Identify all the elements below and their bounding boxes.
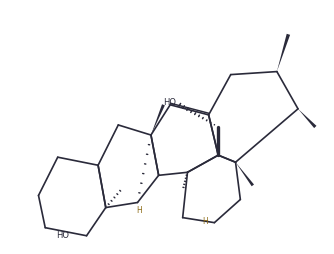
Polygon shape: [277, 35, 290, 72]
Text: HO: HO: [56, 230, 69, 239]
Text: HO: HO: [163, 98, 176, 107]
Text: H: H: [136, 205, 142, 214]
Polygon shape: [298, 109, 317, 129]
Polygon shape: [151, 105, 165, 135]
Polygon shape: [235, 163, 254, 186]
Text: H: H: [202, 216, 208, 225]
